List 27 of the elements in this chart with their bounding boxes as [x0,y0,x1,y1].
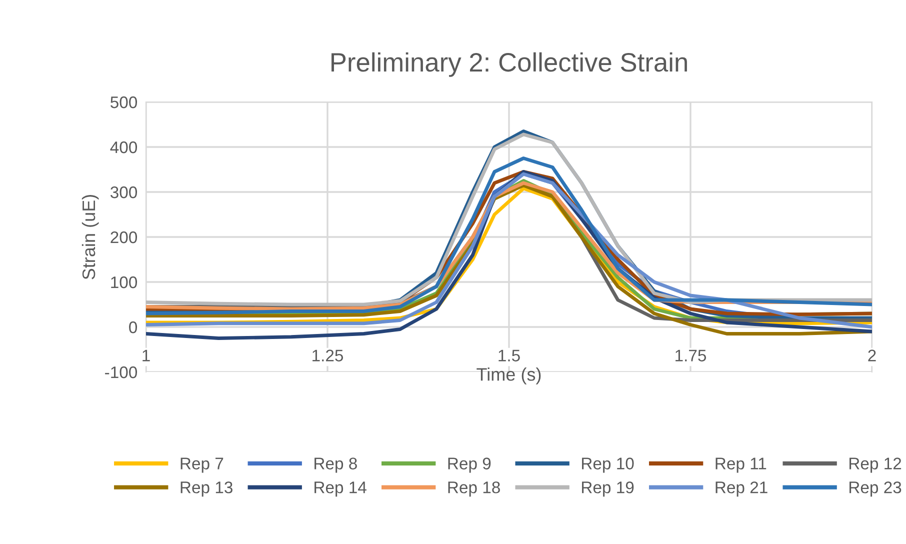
chart-title: Preliminary 2: Collective Strain [332,52,687,77]
y-axis-title: Strain (uE) [82,194,99,280]
x-tick-label: 1.75 [676,350,706,362]
legend-label: Rep 10 [582,458,634,473]
y-tick-label: 200 [110,231,138,244]
legend-label: Rep 8 [314,458,357,473]
legend-label: Rep 19 [582,482,634,497]
legend-label: Rep 11 [716,458,766,473]
legend-label: Rep 18 [448,482,500,497]
y-tick-label: 500 [110,96,138,108]
x-tick-label: 1 [142,350,150,362]
x-axis-title: Time (s) [476,368,541,384]
y-tick-label: 300 [110,186,138,198]
x-tick-label: 1.25 [312,350,344,362]
y-tick-label: 100 [111,276,138,288]
legend-label: Rep 14 [314,482,366,497]
legend-label: Rep 13 [180,482,232,497]
legend-label: Rep 9 [448,458,491,473]
y-tick-label: 0 [129,321,138,334]
x-tick-label: 2 [868,350,876,362]
y-tick-label: 400 [110,141,138,154]
legend-label: Rep 21 [716,482,768,497]
legend-label: Rep 12 [850,458,902,473]
x-tick-label: 1.5 [498,350,520,362]
legend-label: Rep 23 [850,482,902,497]
y-tick-label: -100 [105,366,138,378]
legend-label: Rep 7 [180,458,224,473]
